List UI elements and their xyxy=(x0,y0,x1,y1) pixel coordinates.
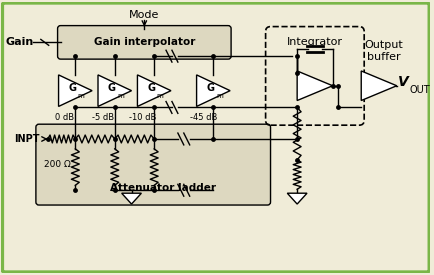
Text: Output
buffer: Output buffer xyxy=(364,40,402,62)
Polygon shape xyxy=(286,193,306,204)
Text: 0 dB: 0 dB xyxy=(55,113,74,122)
Text: Mode: Mode xyxy=(129,10,159,20)
Text: V: V xyxy=(397,75,408,89)
Text: m: m xyxy=(78,93,85,99)
Text: -10 dB: -10 dB xyxy=(128,113,156,122)
Text: Gain interpolator: Gain interpolator xyxy=(93,37,194,47)
Text: G: G xyxy=(68,83,76,93)
Text: Attenuator ladder: Attenuator ladder xyxy=(110,183,216,193)
Text: INPT: INPT xyxy=(14,134,40,144)
Text: OUT: OUT xyxy=(408,85,429,95)
Polygon shape xyxy=(360,71,396,101)
Text: 200 Ω: 200 Ω xyxy=(44,160,71,169)
Polygon shape xyxy=(137,75,171,106)
Text: -5 dB: -5 dB xyxy=(92,113,114,122)
Polygon shape xyxy=(122,193,141,204)
FancyBboxPatch shape xyxy=(2,3,428,272)
Polygon shape xyxy=(98,75,131,106)
Text: m: m xyxy=(117,93,124,99)
Polygon shape xyxy=(59,75,92,106)
Text: m: m xyxy=(215,93,222,99)
Polygon shape xyxy=(196,75,230,106)
Text: Integrator: Integrator xyxy=(286,37,342,47)
Polygon shape xyxy=(296,71,332,101)
Text: G: G xyxy=(147,83,155,93)
Text: -45 dB: -45 dB xyxy=(189,113,217,122)
Text: m: m xyxy=(156,93,163,99)
FancyBboxPatch shape xyxy=(36,124,270,205)
FancyBboxPatch shape xyxy=(57,26,230,59)
Text: G: G xyxy=(108,83,115,93)
Text: Gain: Gain xyxy=(5,37,33,47)
Text: G: G xyxy=(206,83,214,93)
